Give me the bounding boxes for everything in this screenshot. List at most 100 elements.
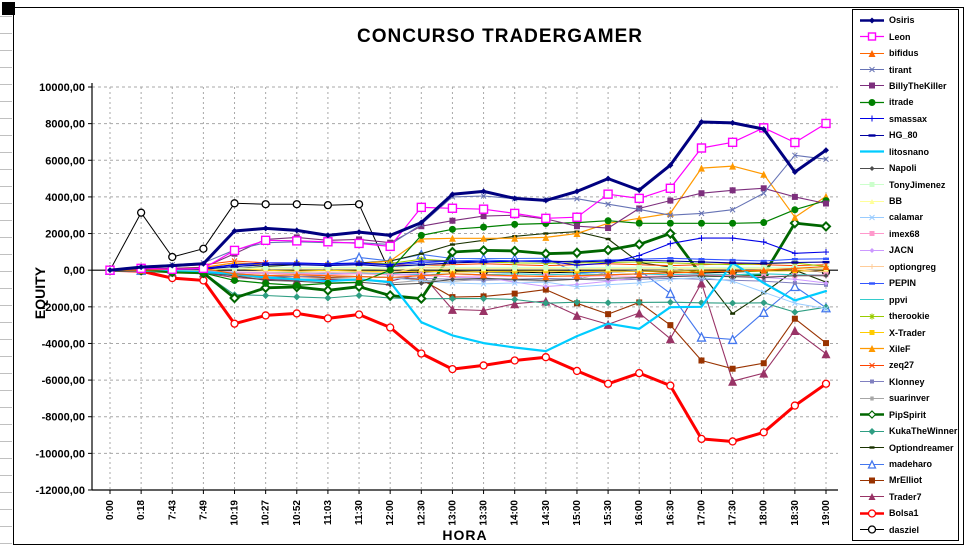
legend-item-X-Trader[interactable]: X-Trader [859, 326, 958, 340]
legend-item-bifidus[interactable]: bifidus [859, 46, 958, 60]
legend-label: PipSpirit [889, 409, 927, 420]
x-tick-label: 7:43 [167, 500, 178, 520]
legend-item-smassax[interactable]: smassax [859, 112, 958, 126]
legend-item-XileF[interactable]: XileF [859, 342, 958, 356]
x-tick-label: 0:00 [105, 500, 116, 520]
legend-item-Osiris[interactable]: Osiris [859, 13, 958, 27]
legend-item-MrElliot[interactable]: MrElliot [859, 473, 958, 487]
legend-label: suarinver [889, 393, 930, 404]
y-tick-label: -2000,00 [42, 302, 85, 314]
legend-label: Leon [889, 31, 911, 42]
legend-swatch-Leon [860, 32, 884, 41]
y-tick-label: -12000,00 [35, 485, 85, 497]
legend-item-tirant[interactable]: tirant [859, 63, 958, 77]
legend-swatch-Optiondreamer [860, 446, 884, 449]
x-tick-label: 19:00 [821, 500, 832, 526]
legend-item-PEPIN[interactable]: PEPIN [859, 276, 958, 290]
legend-swatch-Napoli [860, 165, 884, 171]
legend-swatch-BillyTheKiller [860, 82, 884, 89]
legend-swatch-madeharo [860, 459, 884, 469]
y-tick-label: 8000,00 [45, 119, 85, 131]
legend-item-madeharo[interactable]: madeharo [859, 457, 958, 471]
legend-item-BillyTheKiller[interactable]: BillyTheKiller [859, 79, 958, 93]
legend-label: bifidus [889, 48, 919, 59]
legend-label: optiongreg [889, 261, 936, 272]
series-Osiris [107, 118, 829, 274]
legend-label: X-Trader [889, 327, 926, 338]
x-tick-label: 10:27 [261, 500, 272, 526]
x-tick-label: 0:18 [136, 500, 147, 520]
legend-item-litosnano[interactable]: litosnano [859, 145, 958, 159]
x-tick-label: 13:30 [479, 500, 490, 526]
x-tick-label: 14:30 [541, 500, 552, 526]
legend-item-Trader7[interactable]: Trader7 [859, 490, 958, 504]
legend-label: Klonney [889, 376, 925, 387]
legend-item-itrade[interactable]: itrade [859, 95, 958, 109]
x-tick-label: 11:30 [354, 500, 365, 525]
legend-item-Klonney[interactable]: Klonney [859, 375, 958, 389]
legend-item-TonyJimenez[interactable]: TonyJimenez [859, 178, 958, 192]
legend-item-JACN[interactable]: JACN [859, 243, 958, 257]
legend-label: MrElliot [889, 475, 922, 486]
y-tick-label: 4000,00 [45, 192, 85, 204]
legend-swatch-smassax [860, 115, 884, 122]
legend-item-HG_80[interactable]: HG_80 [859, 128, 958, 142]
legend-item-PipSpirit[interactable]: PipSpirit [859, 408, 958, 422]
legend-swatch-calamar [860, 214, 884, 221]
legend-swatch-Osiris [860, 17, 884, 24]
x-tick-label: 11:03 [323, 500, 334, 525]
legend-label: tirant [889, 64, 912, 75]
legend-label: Osiris [889, 15, 915, 26]
x-tick-label: 10:19 [230, 500, 241, 526]
legend-item-BB[interactable]: BB [859, 194, 958, 208]
legend[interactable]: Osiris Leon bifidus tirant BillyTheKiller itr… [852, 9, 959, 541]
legend-swatch-X-Trader [860, 330, 884, 336]
legend-item-dasziel[interactable]: dasziel [859, 523, 958, 537]
legend-item-calamar[interactable]: calamar [859, 210, 958, 224]
legend-label: ppvi [889, 294, 908, 305]
legend-swatch-JACN [860, 247, 884, 253]
legend-swatch-ppvi [860, 299, 884, 301]
legend-item-zeq27[interactable]: zeq27 [859, 358, 958, 372]
legend-swatch-Trader7 [860, 493, 884, 501]
legend-item-imex68[interactable]: imex68 [859, 227, 958, 241]
legend-swatch-Bolsa1 [860, 509, 884, 518]
legend-label: zeq27 [889, 360, 915, 371]
legend-item-suarinver[interactable]: suarinver [859, 391, 958, 405]
x-tick-label: 14:00 [510, 500, 521, 526]
legend-label: BillyTheKiller [889, 80, 947, 91]
legend-label: smassax [889, 113, 928, 124]
legend-label: therookie [889, 311, 930, 322]
legend-swatch-Klonney [860, 379, 884, 384]
y-tick-label: 2000,00 [45, 229, 85, 241]
selection-handle[interactable] [2, 2, 15, 15]
x-tick-label: 13:00 [447, 500, 458, 526]
legend-item-ppvi[interactable]: ppvi [859, 293, 958, 307]
x-tick-label: 15:00 [572, 500, 583, 526]
legend-label: imex68 [889, 228, 920, 239]
legend-label: Bolsa1 [889, 508, 919, 519]
legend-item-Napoli[interactable]: Napoli [859, 161, 958, 175]
y-tick-label: 10000,00 [39, 82, 85, 94]
legend-item-optiongreg[interactable]: optiongreg [859, 260, 958, 274]
x-tick-label: 16:30 [665, 500, 676, 526]
series-litosnano [108, 261, 828, 353]
spreadsheet-row-lines [0, 0, 12, 556]
legend-swatch-litosnano [860, 150, 884, 153]
legend-item-KukaTheWinner[interactable]: KukaTheWinner [859, 424, 958, 438]
x-tick-label: 16:00 [634, 500, 645, 526]
gridlines [92, 86, 838, 491]
legend-item-Bolsa1[interactable]: Bolsa1 [859, 506, 958, 520]
legend-swatch-XileF [860, 345, 884, 353]
legend-item-therookie[interactable]: therookie [859, 309, 958, 323]
legend-swatch-therookie [860, 313, 884, 320]
axes: 10000,00 8000,00 6000,00 4000,00 2000,00 0,00… [35, 82, 838, 526]
legend-label: dasziel [889, 524, 920, 535]
x-tick-label: 18:30 [790, 500, 801, 526]
x-tick-label: 17:30 [728, 500, 739, 526]
legend-item-Leon[interactable]: Leon [859, 30, 958, 44]
legend-item-Optiondreamer[interactable]: Optiondreamer [859, 441, 958, 455]
chart-title: CONCURSO TRADERGAMER [357, 26, 643, 47]
